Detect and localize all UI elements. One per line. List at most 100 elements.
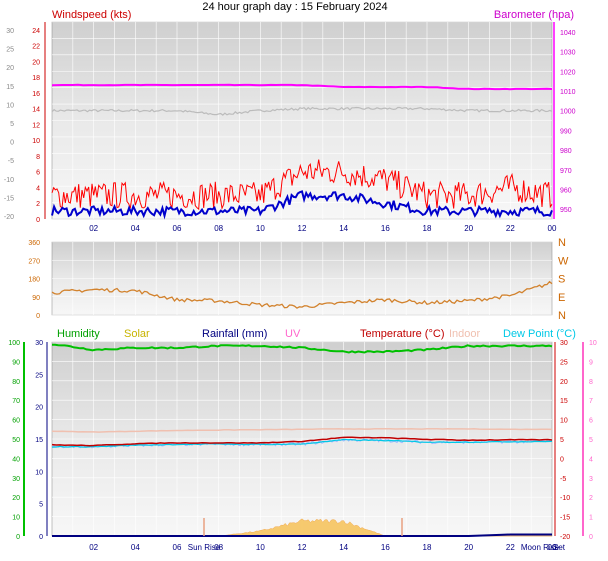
temp-tick-label: 0 [560,456,564,463]
uv-tick-label: 9 [589,359,593,366]
humidity-tick-label: 90 [12,359,20,366]
moonrise-label: Moon Rise [521,543,560,552]
compass-label: N [558,310,566,322]
barometer-axis-label: Barometer (hpa) [494,9,574,21]
wind-tick-label: 10 [32,138,40,145]
windspeed-line [51,159,553,211]
wind-direction-line [51,280,553,309]
hour-tick-label: 06 [173,224,182,233]
legend-label: UV [285,328,301,340]
temp-tick-label: 10 [560,418,568,425]
hour-tick-label: 08 [214,543,223,552]
baro-tick-label: 1000 [560,109,576,116]
hour-tick-label: 10 [256,543,265,552]
legend-label: Rainfall (mm) [202,328,267,340]
sunrise-label: Sun Rise [188,543,221,552]
outer-tick-label: 0 [10,140,14,147]
humidity-tick-label: 100 [8,340,20,347]
hour-tick-label: 20 [464,543,473,552]
baro-tick-label: 970 [560,168,572,175]
rain-tick-label: 25 [35,372,43,379]
hour-tick-label: 06 [173,543,182,552]
uv-tick-label: 5 [589,437,593,444]
direction-tick-label: 90 [32,295,40,302]
hour-tick-label: 10 [256,224,265,233]
temp-tick-label: -20 [560,534,570,541]
temp-tick-label: 20 [560,379,568,386]
rain-tick-label: 30 [35,340,43,347]
wind-tick-label: 4 [36,185,40,192]
hour-tick-label: 14 [339,224,348,233]
hour-tick-label: 14 [339,543,348,552]
outer-tick-label: 30 [6,28,14,35]
hour-tick-label: 02 [89,543,98,552]
compass-label: S [558,274,565,286]
wind-tick-label: 22 [32,44,40,51]
wind-tick-label: 20 [32,59,40,66]
rain-tick-label: 10 [35,469,43,476]
compass-label: W [558,255,569,267]
grey-trace-line [51,106,553,116]
hour-tick-label: 04 [131,224,140,233]
baro-tick-label: 1020 [560,69,576,76]
hour-tick-label: 16 [381,224,390,233]
outer-tick-label: -20 [4,214,14,221]
uv-tick-label: 1 [589,515,593,522]
hour-tick-label: 22 [506,224,515,233]
hour-tick-label: 12 [298,224,307,233]
barometer-line [51,83,553,91]
direction-tick-label: 180 [28,277,40,284]
uv-tick-label: 2 [589,495,593,502]
humidity-tick-label: 30 [12,476,20,483]
hour-tick-label: 18 [423,543,432,552]
uv-tick-label: 3 [589,476,593,483]
humidity-tick-label: 0 [16,534,20,541]
wind-tick-label: 0 [36,217,40,224]
humidity-tick-label: 10 [12,515,20,522]
wind-tick-label: 18 [32,75,40,82]
temp-tick-label: -5 [560,476,566,483]
baro-tick-label: 960 [560,187,572,194]
baro-tick-label: 1010 [560,89,576,96]
uv-tick-label: 0 [589,534,593,541]
baro-tick-label: 1030 [560,50,576,57]
hour-tick-label: 02 [89,224,98,233]
temp-tick-label: 30 [560,340,568,347]
compass-label: E [558,292,565,304]
uv-tick-label: 6 [589,418,593,425]
temp-tick-label: 25 [560,359,568,366]
baro-tick-label: 950 [560,207,572,214]
rainfall-line [52,533,552,537]
legend-label: Humidity [57,328,100,340]
legend-label: Dew Point (°C) [503,328,576,340]
wind-tick-label: 14 [32,107,40,114]
temp-tick-label: 5 [560,437,564,444]
outer-tick-label: -5 [8,158,14,165]
outer-tick-label: 25 [6,47,14,54]
wind-tick-label: 24 [32,28,40,35]
legend-label: Temperature (°C) [360,328,444,340]
sunset-label: Set [553,543,566,552]
outer-tick-label: -15 [4,195,14,202]
uv-tick-label: 8 [589,379,593,386]
dew-point-line [51,438,553,448]
compass-label: N [558,237,566,249]
wind-tick-label: 6 [36,170,40,177]
outer-tick-label: 10 [6,102,14,109]
hour-tick-label: 04 [131,543,140,552]
legend-label: Solar [124,328,150,340]
outer-tick-label: 15 [6,84,14,91]
hour-tick-label: 18 [423,224,432,233]
wind-tick-label: 16 [32,91,40,98]
temp-tick-label: 15 [560,398,568,405]
uv-tick-label: 10 [589,340,597,347]
humidity-tick-label: 40 [12,456,20,463]
outer-tick-label: 5 [10,121,14,128]
temp-tick-label: -15 [560,515,570,522]
rain-tick-label: 15 [35,437,43,444]
hour-tick-label: 20 [464,224,473,233]
hour-tick-label: 16 [381,543,390,552]
legend-label: Indoor [449,328,481,340]
temperature-line [51,436,553,447]
